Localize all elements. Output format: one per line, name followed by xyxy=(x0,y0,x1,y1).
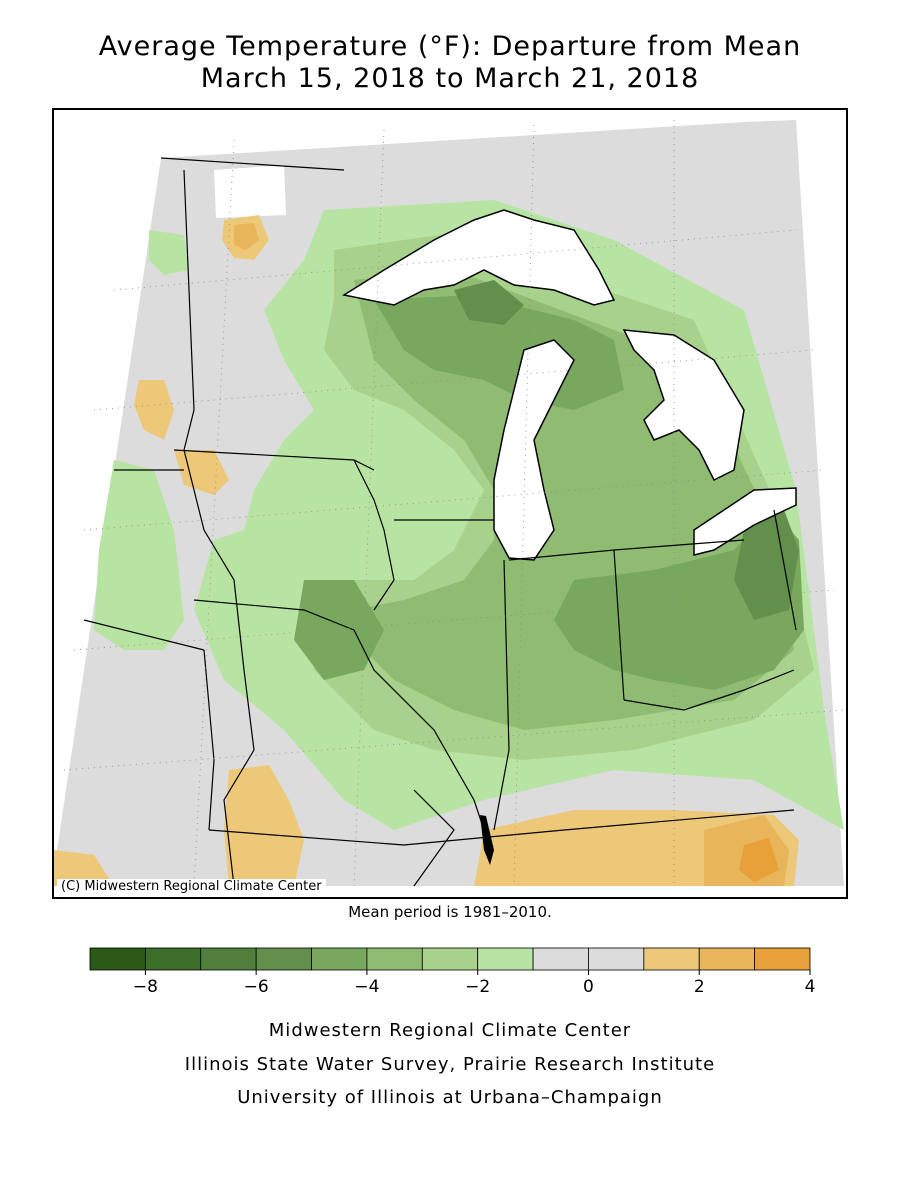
anomaly-zone-minus5-ohio xyxy=(734,510,799,620)
footer-line-3: University of Illinois at Urbana–Champai… xyxy=(237,1087,663,1108)
mississippi-river-island xyxy=(480,815,494,865)
map-date-range: March 15, 2018 to March 21, 2018 xyxy=(200,63,700,94)
legend-tick-label: −4 xyxy=(354,977,379,997)
anomaly-zone-minus5-up xyxy=(454,280,524,325)
anomaly-zone-plus3-tn xyxy=(739,838,779,882)
lake-of-the-woods-area xyxy=(214,165,286,218)
legend-swatch xyxy=(311,947,368,971)
anomaly-zone-plus1-mn-core xyxy=(234,223,259,250)
legend-swatch xyxy=(89,947,146,971)
legend-swatch xyxy=(532,947,589,971)
legend-swatch xyxy=(643,947,700,971)
legend-tick-label: 4 xyxy=(805,977,816,997)
mean-period-note: Mean period is 1981–2010. xyxy=(348,903,552,921)
legend-tick-label: −8 xyxy=(133,977,158,997)
anomaly-zone-minus1-west xyxy=(94,460,184,650)
graticule xyxy=(63,120,845,887)
color-legend: −8 −6 −4 −2 0 2 4 xyxy=(89,947,816,997)
legend-tick-label: 2 xyxy=(694,977,705,997)
legend-swatch xyxy=(698,947,756,971)
state-boundaries xyxy=(83,157,797,887)
anomaly-zone-plus1-ks xyxy=(224,765,304,886)
legend-swatch xyxy=(588,947,645,971)
legend-swatch xyxy=(200,947,257,971)
anomaly-zone-minus4-il xyxy=(294,580,384,680)
anomaly-zone-minus1-north xyxy=(149,230,189,275)
legend-swatch xyxy=(754,947,811,971)
anomaly-map xyxy=(54,120,845,887)
lake-huron xyxy=(622,329,745,482)
legend-swatch xyxy=(366,947,423,971)
anomaly-zone-plus1-sw xyxy=(54,850,114,886)
anomaly-zone-plus1-ne xyxy=(174,450,229,495)
legend-swatch xyxy=(477,947,534,971)
lake-michigan xyxy=(493,339,575,561)
footer-line-2: Illinois State Water Survey, Prairie Res… xyxy=(184,1054,716,1075)
anomaly-zone-plus1-sd xyxy=(134,380,174,440)
legend-tick-label: −2 xyxy=(465,977,490,997)
legend-tick-label: −6 xyxy=(244,977,269,997)
map-title: Average Temperature (°F): Departure from… xyxy=(98,31,802,62)
legend-tick-label: 0 xyxy=(583,977,594,997)
legend-swatch xyxy=(421,947,479,971)
legend-swatch xyxy=(144,947,202,971)
footer-line-1: Midwestern Regional Climate Center xyxy=(268,1020,632,1041)
copyright-label: (C) Midwestern Regional Climate Center xyxy=(57,879,326,895)
map-panel: (C) Midwestern Regional Climate Center xyxy=(52,108,848,899)
legend-swatch xyxy=(255,947,312,971)
